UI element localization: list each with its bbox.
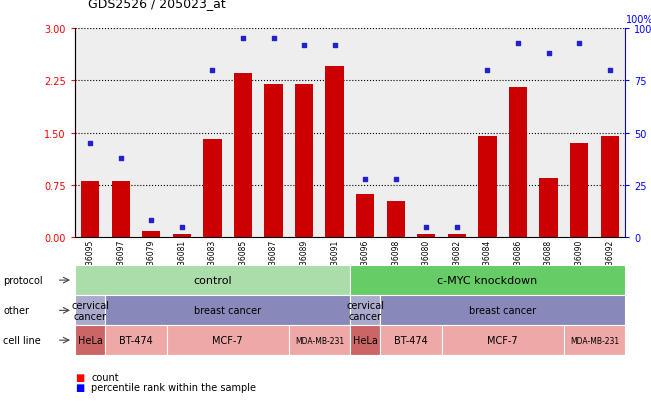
Bar [540, 178, 558, 237]
Text: cell line: cell line [3, 335, 41, 345]
Point [85, 140, 95, 147]
Bar [264, 85, 283, 237]
Text: ■: ■ [75, 382, 84, 392]
Bar [234, 74, 252, 237]
Point [421, 224, 432, 230]
Bar [203, 140, 221, 237]
Point [574, 40, 585, 47]
Point [513, 40, 523, 47]
Text: count: count [91, 372, 118, 382]
Bar [570, 144, 589, 237]
Bar [326, 67, 344, 237]
Bar [387, 201, 405, 237]
Text: protocol: protocol [3, 275, 43, 285]
Text: GDS2526 / 205023_at: GDS2526 / 205023_at [88, 0, 226, 10]
Text: HeLa: HeLa [353, 335, 378, 345]
Point [329, 42, 340, 49]
Text: percentile rank within the sample: percentile rank within the sample [91, 382, 256, 392]
Point [299, 42, 309, 49]
Text: 100%: 100% [626, 15, 651, 25]
Point [391, 176, 401, 183]
Text: MCF-7: MCF-7 [488, 335, 518, 345]
Point [482, 67, 493, 74]
Point [238, 36, 248, 43]
Text: breast cancer: breast cancer [194, 306, 261, 316]
Bar [295, 85, 313, 237]
Text: MDA-MB-231: MDA-MB-231 [570, 336, 619, 345]
Bar [142, 232, 160, 237]
Point [176, 224, 187, 230]
Text: BT-474: BT-474 [119, 335, 153, 345]
Text: control: control [193, 275, 232, 285]
Text: cervical
cancer: cervical cancer [71, 300, 109, 321]
Text: ■: ■ [75, 372, 84, 382]
Text: MDA-MB-231: MDA-MB-231 [295, 336, 344, 345]
Text: c-MYC knockdown: c-MYC knockdown [437, 275, 538, 285]
Bar [356, 195, 374, 237]
Text: MCF-7: MCF-7 [212, 335, 243, 345]
Bar [81, 182, 100, 237]
Point [544, 51, 554, 57]
Text: other: other [3, 306, 29, 316]
Point [146, 218, 156, 224]
Bar [417, 234, 436, 237]
Point [268, 36, 279, 43]
Text: BT-474: BT-474 [394, 335, 428, 345]
Text: breast cancer: breast cancer [469, 306, 536, 316]
Bar [173, 234, 191, 237]
Bar [111, 182, 130, 237]
Point [115, 155, 126, 161]
Point [360, 176, 370, 183]
Bar [509, 88, 527, 237]
Bar [478, 137, 497, 237]
Point [452, 224, 462, 230]
Point [605, 67, 615, 74]
Text: cervical
cancer: cervical cancer [346, 300, 384, 321]
Text: HeLa: HeLa [77, 335, 103, 345]
Bar [600, 137, 619, 237]
Bar [448, 234, 466, 237]
Point [207, 67, 217, 74]
